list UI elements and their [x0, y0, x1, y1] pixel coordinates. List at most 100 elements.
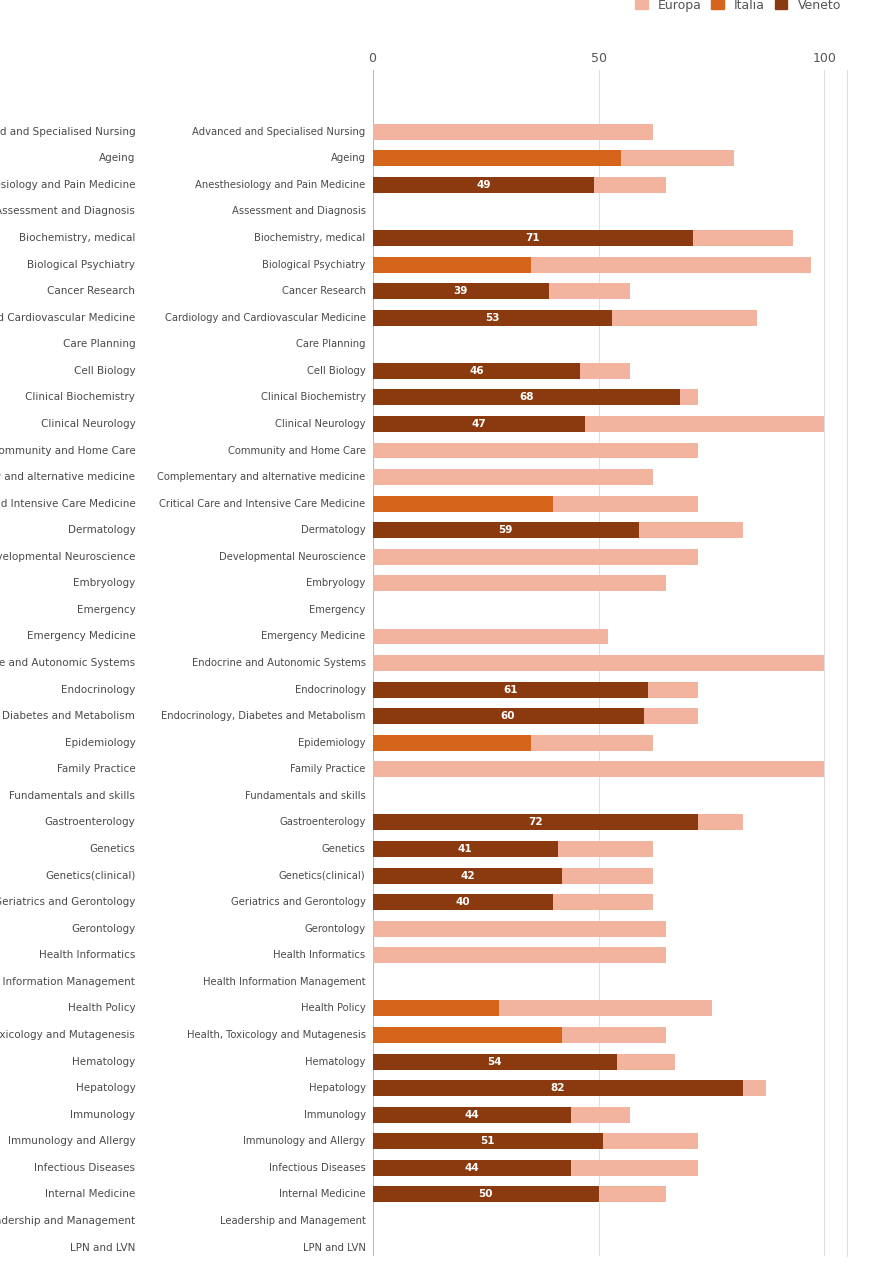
Text: Critical Care and Intensive Care Medicine: Critical Care and Intensive Care Medicin… — [0, 499, 136, 509]
Bar — [372, 150, 734, 166]
Text: 60: 60 — [501, 711, 515, 721]
Text: Immunology: Immunology — [70, 1109, 136, 1119]
Bar — [372, 1160, 571, 1176]
Text: 68: 68 — [518, 392, 532, 402]
Text: 47: 47 — [470, 419, 486, 429]
Text: Dermatology: Dermatology — [300, 525, 365, 536]
Text: Ageing: Ageing — [98, 154, 136, 164]
Legend: Europa, Italia, Veneto: Europa, Italia, Veneto — [634, 0, 840, 11]
Bar — [372, 735, 530, 751]
Text: LPN and LVN: LPN and LVN — [302, 1242, 365, 1253]
Text: Assessment and Diagnosis: Assessment and Diagnosis — [0, 207, 136, 217]
Text: Embryology: Embryology — [306, 579, 365, 589]
Text: Genetics: Genetics — [322, 844, 365, 854]
Text: Care Planning: Care Planning — [63, 339, 136, 349]
Bar — [372, 496, 553, 511]
Text: Cardiology and Cardiovascular Medicine: Cardiology and Cardiovascular Medicine — [0, 312, 136, 322]
Bar — [372, 1187, 598, 1203]
Text: Health Information Management: Health Information Management — [0, 977, 136, 987]
Bar — [372, 1027, 562, 1043]
Bar — [372, 1080, 765, 1096]
Text: Cancer Research: Cancer Research — [281, 286, 365, 296]
Text: Immunology: Immunology — [303, 1109, 365, 1119]
Text: Biochemistry, medical: Biochemistry, medical — [19, 233, 136, 242]
Text: Endocrinology, Diabetes and Metabolism: Endocrinology, Diabetes and Metabolism — [0, 711, 136, 721]
Text: 53: 53 — [485, 312, 499, 322]
Text: 44: 44 — [464, 1109, 478, 1119]
Text: Epidemiology: Epidemiology — [65, 737, 136, 747]
Bar — [372, 1107, 571, 1123]
Text: Cancer Research: Cancer Research — [47, 286, 136, 296]
Text: Fundamentals and skills: Fundamentals and skills — [10, 791, 136, 801]
Bar — [372, 230, 792, 246]
Bar — [372, 256, 530, 273]
Text: 39: 39 — [453, 286, 467, 296]
Text: Community and Home Care: Community and Home Care — [0, 445, 136, 456]
Text: 54: 54 — [486, 1057, 501, 1066]
Text: Gastroenterology: Gastroenterology — [279, 817, 365, 827]
Bar — [372, 230, 693, 246]
Text: Dermatology: Dermatology — [67, 525, 136, 536]
Text: 71: 71 — [525, 233, 540, 242]
Text: 72: 72 — [527, 817, 542, 827]
Text: 61: 61 — [502, 684, 517, 694]
Bar — [372, 496, 697, 511]
Bar — [372, 868, 562, 883]
Text: Gastroenterology: Gastroenterology — [44, 817, 136, 827]
Text: 46: 46 — [469, 365, 483, 376]
Bar — [372, 1107, 629, 1123]
Text: Internal Medicine: Internal Medicine — [279, 1189, 365, 1199]
Bar — [372, 1027, 665, 1043]
Bar — [372, 283, 629, 299]
Text: Infectious Diseases: Infectious Diseases — [35, 1162, 136, 1173]
Text: Developmental Neuroscience: Developmental Neuroscience — [219, 552, 365, 562]
Text: Cell Biology: Cell Biology — [74, 365, 136, 376]
Bar — [372, 895, 652, 910]
Text: Endocrine and Autonomic Systems: Endocrine and Autonomic Systems — [191, 659, 365, 667]
Bar — [372, 655, 824, 671]
Bar — [372, 150, 620, 166]
Text: Embryology: Embryology — [73, 579, 136, 589]
Bar — [372, 815, 697, 830]
Text: 40: 40 — [455, 897, 470, 907]
Bar — [372, 310, 611, 326]
Text: Anesthesiology and Pain Medicine: Anesthesiology and Pain Medicine — [0, 180, 136, 190]
Bar — [372, 416, 824, 431]
Text: Biochemistry, medical: Biochemistry, medical — [254, 233, 365, 242]
Text: Emergency Medicine: Emergency Medicine — [261, 632, 365, 642]
Bar — [372, 548, 697, 565]
Bar — [372, 123, 652, 140]
Text: Community and Home Care: Community and Home Care — [228, 445, 365, 456]
Text: Immunology and Allergy: Immunology and Allergy — [8, 1136, 136, 1146]
Text: Hematology: Hematology — [305, 1057, 365, 1066]
Text: Gerontology: Gerontology — [71, 924, 136, 934]
Bar — [372, 470, 652, 485]
Bar — [372, 1133, 697, 1150]
Bar — [372, 283, 548, 299]
Bar — [372, 841, 652, 857]
Text: 50: 50 — [478, 1189, 493, 1199]
Bar — [372, 1053, 616, 1070]
Text: Assessment and Diagnosis: Assessment and Diagnosis — [231, 207, 365, 217]
Text: Health Informatics: Health Informatics — [273, 950, 365, 961]
Text: 49: 49 — [476, 180, 490, 190]
Text: Advanced and Specialised Nursing: Advanced and Specialised Nursing — [0, 127, 136, 137]
Text: Ageing: Ageing — [330, 154, 365, 164]
Bar — [372, 1187, 665, 1203]
Text: Immunology and Allergy: Immunology and Allergy — [243, 1136, 365, 1146]
Text: Internal Medicine: Internal Medicine — [45, 1189, 136, 1199]
Text: Hepatology: Hepatology — [75, 1084, 136, 1093]
Text: Genetics(clinical): Genetics(clinical) — [279, 871, 365, 881]
Bar — [372, 681, 648, 698]
Bar — [372, 575, 665, 591]
Text: Clinical Biochemistry: Clinical Biochemistry — [26, 392, 136, 402]
Text: Clinical Biochemistry: Clinical Biochemistry — [260, 392, 365, 402]
Text: Developmental Neuroscience: Developmental Neuroscience — [0, 552, 136, 562]
Bar — [372, 1000, 499, 1016]
Text: Cell Biology: Cell Biology — [307, 365, 365, 376]
Text: Endocrinology: Endocrinology — [61, 684, 136, 694]
Text: Endocrinology: Endocrinology — [294, 684, 365, 694]
Text: Health, Toxicology and Mutagenesis: Health, Toxicology and Mutagenesis — [186, 1030, 365, 1041]
Text: Hematology: Hematology — [72, 1057, 136, 1066]
Bar — [372, 1160, 697, 1176]
